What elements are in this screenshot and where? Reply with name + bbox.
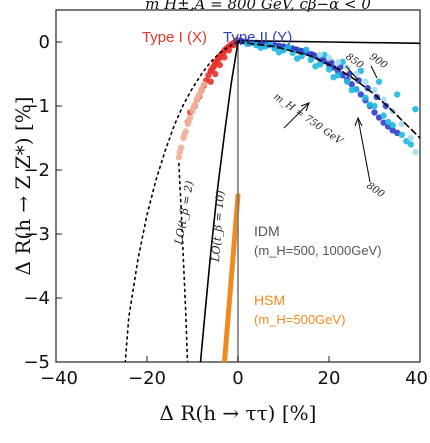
y-tick-label-5: −5 — [23, 352, 50, 373]
point-3-17 — [398, 131, 405, 138]
point-3-32 — [375, 78, 383, 85]
point-3-20 — [275, 49, 283, 56]
point-4-5 — [362, 78, 369, 85]
point-0-34 — [207, 78, 214, 85]
type-labels: Type I (X) Type II (Y) — [142, 29, 292, 46]
point-3-25 — [366, 101, 374, 108]
point-4-11 — [412, 148, 419, 156]
arrow-900 — [370, 65, 378, 79]
point-4-0 — [316, 51, 324, 58]
point-3-15 — [380, 112, 387, 119]
y-tick-label-3: −3 — [23, 224, 50, 245]
point-3-35 — [284, 43, 292, 51]
series-line-11 — [237, 39, 420, 45]
model-labels: IDM (m_H=500, 1000GeV) HSM (m_H=500GeV) — [254, 223, 382, 327]
arrow-750 — [283, 102, 310, 129]
point-0-37 — [221, 54, 228, 61]
point-3-11 — [344, 78, 351, 85]
arrow-850 — [345, 65, 359, 81]
type1-label: Type I (X) — [142, 29, 207, 46]
lo-tb10-label: LO(t_β = 10) — [209, 190, 227, 263]
y-tick-label-4: −4 — [23, 288, 50, 309]
point-1-0 — [175, 154, 183, 161]
hsm-subtitle: (m_H=500GeV) — [254, 312, 345, 327]
idm-title: IDM — [254, 223, 280, 239]
point-3-19 — [257, 44, 264, 51]
point-0-35 — [212, 70, 219, 78]
y-tick-label-2: −2 — [23, 160, 50, 181]
annotation-arrows — [283, 65, 378, 183]
label-800: 800 — [364, 180, 386, 200]
point-1-12 — [176, 148, 183, 156]
point-1-13 — [181, 131, 188, 138]
point-3-21 — [293, 55, 301, 62]
y-tick-label-1: −1 — [23, 96, 50, 117]
point-3-23 — [330, 74, 337, 81]
arrowhead-800-icon — [354, 116, 363, 127]
chart-lines — [124, 37, 420, 362]
series-line-5 — [221, 193, 241, 362]
point-4-9 — [398, 120, 405, 128]
hsm-title: HSM — [254, 292, 285, 308]
y-axis-ticks: 0 −1 −2 −3 −4 −5 — [23, 32, 62, 373]
point-1-16 — [194, 93, 202, 101]
series-line-8 — [178, 162, 189, 362]
label-900: 900 — [367, 51, 389, 71]
y-tick-label-0: 0 — [39, 32, 50, 53]
point-1-14 — [185, 116, 193, 124]
point-1-10 — [198, 86, 205, 93]
series-line-7 — [124, 41, 239, 362]
point-3-9 — [325, 66, 333, 73]
point-0-36 — [216, 61, 223, 69]
point-3-22 — [312, 63, 319, 70]
point-1-15 — [190, 104, 197, 111]
chart-marks — [175, 36, 419, 161]
point-3-29 — [321, 51, 328, 58]
point-3-34 — [412, 106, 419, 113]
x-tick-label-3: 20 — [318, 368, 341, 389]
chart-title: m H±,A = 800 GeV, cβ−α < 0 — [145, 0, 371, 13]
x-tick-label-4: 40 — [405, 368, 428, 389]
point-4-10 — [407, 134, 415, 142]
point-3-28 — [303, 46, 310, 53]
x-axis-title: Δ R(h → ττ) [%] — [160, 401, 317, 425]
y-axis-title: Δ R(h → Z Z*) [%] — [11, 97, 35, 276]
point-3-7 — [307, 56, 314, 64]
point-2-30 — [371, 109, 378, 116]
point-3-27 — [403, 138, 410, 145]
arrowhead-750-icon — [300, 102, 310, 112]
point-2-27 — [357, 91, 365, 98]
point-3-24 — [348, 86, 355, 94]
point-4-6 — [371, 86, 378, 94]
x-tick-label-1: −20 — [128, 368, 166, 389]
point-0-38 — [225, 47, 233, 54]
point-3-31 — [357, 67, 365, 75]
point-4-1 — [325, 54, 333, 62]
x-tick-label-0: −40 — [40, 368, 78, 389]
point-3-16 — [389, 122, 396, 129]
point-4-7 — [380, 96, 387, 103]
mh750-label: m_H = 750 GeV — [271, 91, 345, 148]
point-3-13 — [362, 94, 369, 101]
point-3-18 — [407, 141, 415, 148]
point-3-33 — [394, 91, 401, 98]
type2-label: Type II (Y) — [223, 29, 292, 46]
series-line-9 — [237, 41, 420, 139]
point-1-11 — [200, 81, 208, 88]
x-tick-label-2: 0 — [232, 368, 243, 389]
point-4-2 — [334, 59, 342, 66]
point-3-26 — [384, 118, 392, 126]
point-0-21 — [205, 72, 212, 79]
series-line-10 — [199, 41, 239, 362]
idm-subtitle: (m_H=500, 1000GeV) — [254, 243, 382, 258]
x-axis-ticks: −40 −20 0 20 40 — [40, 356, 428, 389]
arrow-800 — [357, 117, 371, 183]
lo-tb2-label: LO(t_β = 2) — [172, 180, 196, 247]
